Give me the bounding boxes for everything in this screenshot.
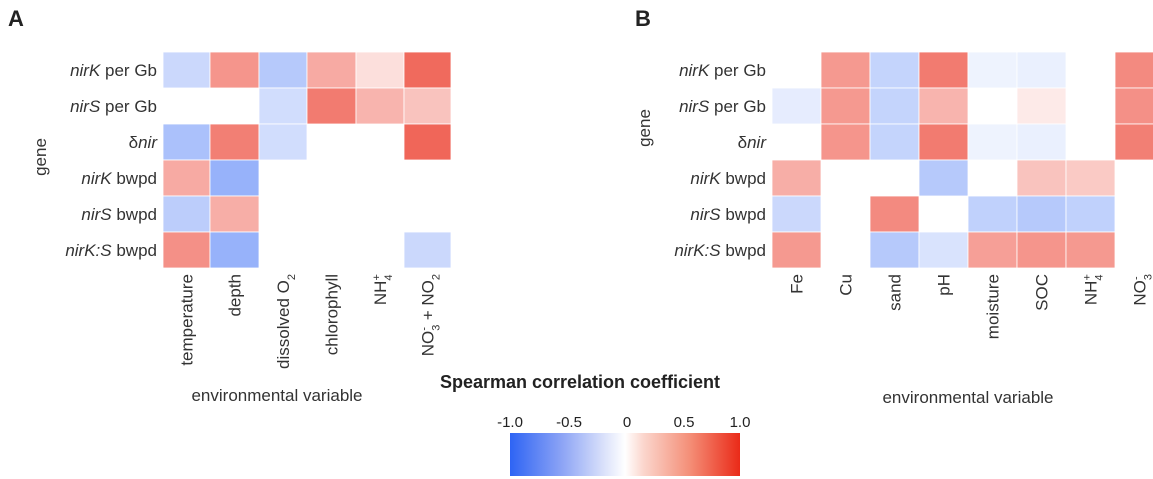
x-axis-title: environmental variable — [882, 388, 1053, 407]
y-axis-title: gene — [635, 109, 654, 147]
heatmap-cell — [1016, 231, 1067, 269]
heatmap-cell — [869, 123, 920, 161]
heatmap-cell — [1065, 195, 1116, 233]
heatmap-cell — [162, 159, 211, 197]
y-axis-title: gene — [31, 138, 50, 176]
colorbar-tick-label: -1.0 — [497, 414, 523, 431]
column-label: dissolved O2 — [274, 274, 298, 369]
column-label: sand — [886, 274, 905, 311]
heatmap-cell — [1016, 87, 1067, 125]
row-label: nirS bwpd — [690, 205, 766, 224]
heatmap-cell — [258, 87, 308, 125]
row-label: nirK per Gb — [70, 61, 157, 80]
row-label: nirK bwpd — [81, 169, 157, 188]
heatmap-cell — [918, 231, 969, 269]
heatmap-cell — [355, 87, 405, 125]
heatmap-cell — [403, 231, 452, 269]
heatmap-cell — [869, 87, 920, 125]
heatmap-cell — [403, 51, 452, 89]
heatmap-cell — [820, 123, 871, 161]
heatmap-panel-b: nirK per Gb nirS per Gb δnir nirK bwpd nirS … — [635, 51, 1153, 407]
column-label: Cu — [837, 274, 856, 296]
heatmap-cell — [355, 51, 405, 89]
column-label: SOC — [1033, 274, 1052, 311]
heatmap-cell — [1016, 51, 1067, 89]
heatmap-cell — [1016, 159, 1067, 197]
heatmap-cell — [967, 123, 1018, 161]
heatmap-cell — [771, 195, 822, 233]
column-label: temperature — [178, 274, 197, 366]
heatmap-cell — [258, 123, 308, 161]
column-label: Fe — [788, 274, 807, 294]
row-label: nirK per Gb — [679, 61, 766, 80]
colorbar-gradient — [510, 433, 740, 476]
column-label: depth — [226, 274, 245, 317]
row-label: nirS per Gb — [679, 97, 766, 116]
heatmap-cell — [162, 195, 211, 233]
heatmap-cell — [820, 87, 871, 125]
heatmap-cell — [918, 87, 969, 125]
heatmap-cell — [869, 51, 920, 89]
heatmap-cell — [967, 51, 1018, 89]
heatmap-cell — [162, 123, 211, 161]
heatmap-cell — [306, 51, 357, 89]
panel-label-a: A — [8, 6, 24, 31]
heatmap-cell — [1065, 231, 1116, 269]
heatmap-cell — [869, 231, 920, 269]
column-label: NO3- + NO2 — [419, 274, 443, 356]
row-label: nirK:S bwpd — [674, 241, 766, 260]
heatmap-panel-a: nirK per Gb nirS per Gb δnir nirK bwpd nirS … — [31, 51, 452, 405]
heatmap-cell — [1016, 123, 1067, 161]
heatmap-cell — [820, 51, 871, 89]
heatmap-cell — [209, 231, 260, 269]
heatmap-cell — [869, 195, 920, 233]
heatmap-cell — [306, 87, 357, 125]
heatmap-cell — [209, 51, 260, 89]
heatmap-cell — [771, 231, 822, 269]
row-label: δnir — [129, 133, 159, 152]
heatmap-cell — [967, 231, 1018, 269]
heatmap-cell — [1016, 195, 1067, 233]
colorbar-tick-label: 1.0 — [729, 414, 751, 431]
column-label: NH4+ — [371, 274, 395, 305]
heatmap-cell — [403, 123, 452, 161]
heatmap-cell — [162, 231, 211, 269]
heatmap-cell — [1114, 87, 1153, 125]
column-label: pH — [935, 274, 954, 296]
heatmap-cell — [209, 123, 260, 161]
heatmap-cell — [771, 159, 822, 197]
column-label: chlorophyll — [323, 274, 342, 355]
heatmap-cell — [967, 195, 1018, 233]
column-label: moisture — [984, 274, 1003, 339]
heatmap-cell — [1114, 51, 1153, 89]
panel-label-b: B — [635, 6, 651, 31]
column-label: NH4+ — [1082, 274, 1106, 305]
heatmap-cell — [1065, 159, 1116, 197]
row-label: nirS per Gb — [70, 97, 157, 116]
heatmap-cell — [209, 195, 260, 233]
row-label: nirK bwpd — [690, 169, 766, 188]
heatmap-cell — [258, 51, 308, 89]
x-axis-title: environmental variable — [191, 386, 362, 405]
row-label: nirK:S bwpd — [65, 241, 157, 260]
heatmap-cell — [918, 123, 969, 161]
heatmap-cell — [918, 51, 969, 89]
colorbar-tick-label: 0.5 — [673, 414, 695, 431]
heatmap-cell — [403, 87, 452, 125]
row-label: nirS bwpd — [81, 205, 157, 224]
column-label: NO3- — [1131, 274, 1153, 306]
heatmap-cell — [918, 159, 969, 197]
heatmap-cell — [1114, 123, 1153, 161]
colorbar-title: Spearman correlation coefficient — [439, 372, 721, 392]
heatmap-cell — [162, 51, 211, 89]
heatmap-cell — [771, 87, 822, 125]
row-label: δnir — [738, 133, 768, 152]
colorbar-tick-label: -0.5 — [556, 414, 582, 431]
heatmap-cell — [209, 159, 260, 197]
colorbar-tick-label: 0 — [622, 414, 632, 431]
